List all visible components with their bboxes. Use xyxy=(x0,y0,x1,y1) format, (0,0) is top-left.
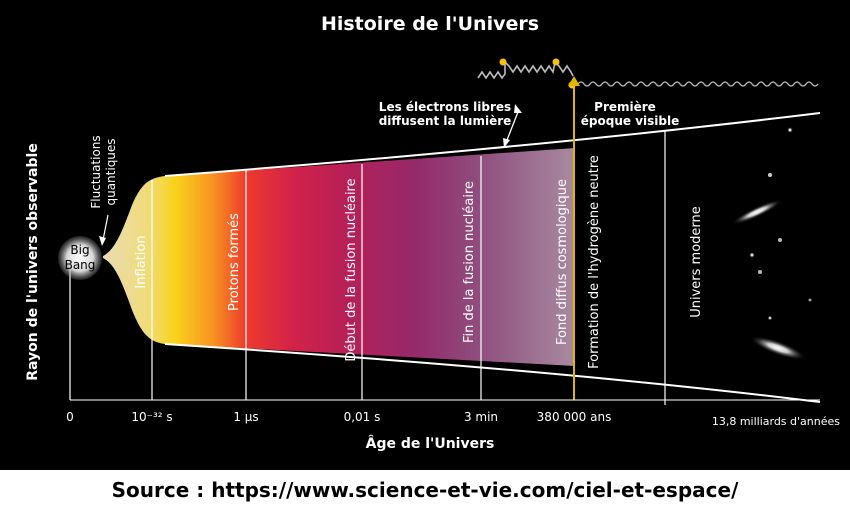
source-caption: Source : https://www.science-et-vie.com/… xyxy=(111,477,739,502)
electrons-arrowhead-top xyxy=(514,104,522,113)
fluctuations-arrow xyxy=(102,214,109,241)
star-4 xyxy=(749,252,755,258)
electrons-annotation-2: diffusent la lumière xyxy=(379,114,512,128)
first-epoch-annotation-2: époque visible xyxy=(581,114,679,128)
tick-label-380000: 380 000 ans xyxy=(537,410,612,424)
big-bang-label-1: Big xyxy=(70,243,89,257)
big-bang-circle xyxy=(58,236,102,280)
stage-modern: Univers moderne xyxy=(689,206,704,318)
electrons-arrowhead-bottom xyxy=(503,138,510,148)
x-axis-title: Âge de l'Univers xyxy=(366,435,495,452)
tick-label-3min: 3 min xyxy=(464,410,498,424)
stage-hydrogen: Formation de l'hydrogène neutre xyxy=(587,155,602,369)
stage-protons: Protons formés xyxy=(227,213,242,311)
galaxy-2 xyxy=(749,335,807,361)
fluctuations-arrowhead xyxy=(99,236,106,246)
electron-dot-1 xyxy=(499,58,507,66)
electron-dot-2 xyxy=(552,58,560,66)
universe-history-diagram: Histoire de l'Univers Big Bang Fluctuati… xyxy=(0,0,850,470)
tick-label-0: 0 xyxy=(66,410,74,424)
fluctuations-label-1: Fluctuations xyxy=(89,135,103,208)
star-7 xyxy=(767,315,773,321)
diagram-title: Histoire de l'Univers xyxy=(321,13,539,35)
star-2 xyxy=(768,173,772,177)
scattered-light-path xyxy=(477,60,574,80)
stage-inflation: Inflation xyxy=(134,235,149,288)
first-epoch-annotation-1: Première xyxy=(594,100,656,114)
big-bang-label-2: Bang xyxy=(65,258,96,272)
first-epoch-arrowhead xyxy=(568,76,580,86)
stage-cmb: Fond diffus cosmologique xyxy=(555,179,570,345)
free-light-wave xyxy=(577,81,819,87)
fluctuations-label-2: quantiques xyxy=(104,138,118,205)
star-5 xyxy=(758,270,762,274)
electrons-arrow xyxy=(506,111,519,141)
diagram-svg: Histoire de l'Univers Big Bang Fluctuati… xyxy=(25,13,840,452)
electrons-annotation-1: Les électrons libres xyxy=(379,100,511,114)
galaxy-1 xyxy=(731,199,783,225)
star-3 xyxy=(778,238,782,242)
tick-label-modern: 13,8 milliards d'années xyxy=(712,415,840,428)
tick-label-inflation: 10⁻³² s xyxy=(131,410,172,424)
tick-label-1us: 1 µs xyxy=(233,410,258,424)
y-axis-title: Rayon de l'univers observable xyxy=(25,143,41,381)
universe-cone xyxy=(103,148,575,366)
cone-lower-edge xyxy=(164,343,821,403)
stage-fusion-start: Début de la fusion nucléaire xyxy=(344,178,359,361)
star-1 xyxy=(787,127,793,133)
stage-fusion-end: Fin de la fusion nucléaire xyxy=(462,181,477,343)
cone-upper-edge xyxy=(164,112,821,177)
tick-label-001s: 0,01 s xyxy=(344,410,381,424)
star-6 xyxy=(808,298,812,302)
